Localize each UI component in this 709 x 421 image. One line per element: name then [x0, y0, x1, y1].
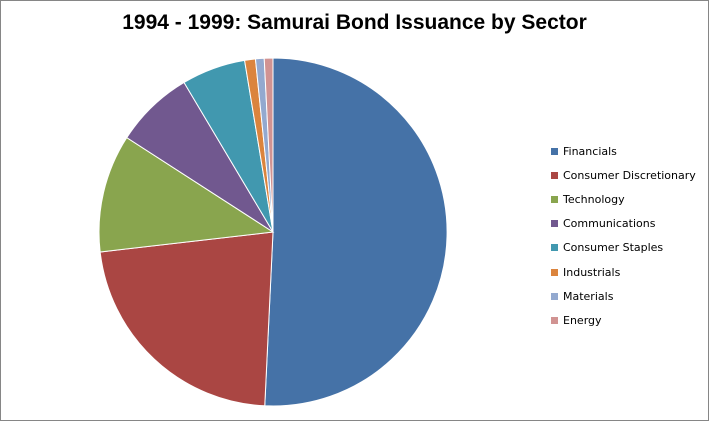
legend-item-communications: Communications — [551, 212, 696, 236]
legend-label: Industrials — [563, 265, 621, 279]
legend-label: Financials — [563, 144, 617, 158]
pie-slice-financials — [264, 57, 448, 407]
chart-title: 1994 - 1999: Samurai Bond Issuance by Se… — [122, 11, 587, 34]
legend-label: Energy — [563, 313, 602, 327]
legend-label: Communications — [563, 217, 656, 231]
legend-swatch — [551, 195, 558, 203]
legend-swatch — [551, 316, 558, 324]
legend-swatch — [551, 220, 558, 228]
legend-item-materials: Materials — [551, 284, 696, 308]
legend-label: Materials — [563, 289, 614, 303]
legend-swatch — [551, 171, 558, 179]
legend-item-consumer-discretionary: Consumer Discretionary — [551, 163, 696, 187]
pie-slice-consumer-discretionary — [99, 231, 274, 407]
legend-swatch — [551, 268, 558, 276]
pie-slice-energy — [263, 57, 274, 233]
legend-label: Technology — [563, 192, 625, 206]
legend-swatch — [551, 244, 558, 252]
pie-slice-technology — [98, 136, 275, 253]
legend-item-consumer-staples: Consumer Staples — [551, 236, 696, 260]
legend-item-financials: Financials — [551, 139, 696, 163]
legend-label: Consumer Discretionary — [563, 168, 696, 182]
legend-swatch — [551, 147, 558, 155]
legend-item-industrials: Industrials — [551, 260, 696, 284]
legend-swatch — [551, 292, 558, 300]
legend: Financials Consumer Discretionary Technolo… — [551, 139, 696, 333]
legend-label: Consumer Staples — [563, 241, 664, 255]
legend-item-technology: Technology — [551, 187, 696, 211]
legend-item-energy: Energy — [551, 308, 696, 332]
